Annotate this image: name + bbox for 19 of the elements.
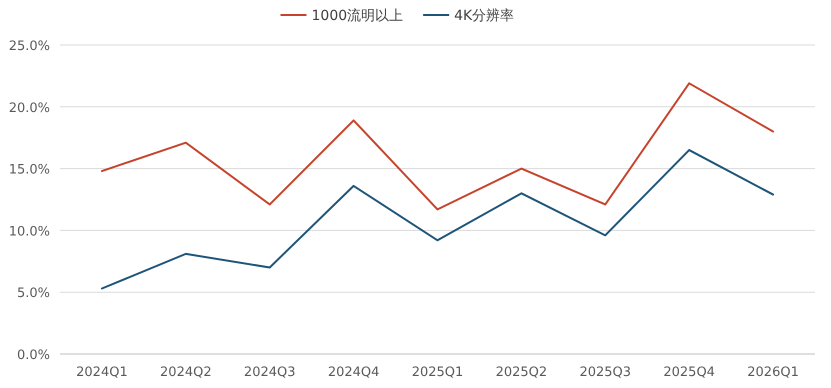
- x-tick-label: 2025Q2: [496, 365, 548, 380]
- y-tick-label: 0.0%: [16, 348, 50, 363]
- x-tick-label: 2024Q2: [160, 365, 212, 380]
- legend-label: 4K分辨率: [454, 8, 514, 24]
- y-tick-label: 10.0%: [8, 224, 50, 240]
- x-tick-label: 2025Q3: [579, 365, 632, 380]
- x-tick-label: 2024Q4: [328, 365, 380, 380]
- x-tick-label: 2024Q3: [244, 365, 296, 380]
- x-tick-label: 2025Q4: [663, 365, 715, 380]
- x-tick-label: 2025Q1: [412, 365, 464, 380]
- x-tick-label: 2026Q1: [747, 365, 799, 380]
- y-tick-label: 15.0%: [8, 162, 50, 178]
- y-tick-label: 25.0%: [8, 39, 50, 54]
- line-series: [100, 149, 774, 290]
- legend-label: 1000流明以上: [312, 8, 404, 24]
- y-tick-label: 5.0%: [16, 286, 50, 302]
- y-tick-label: 20.0%: [8, 100, 50, 116]
- line-series: [100, 82, 774, 210]
- x-tick-label: 2024Q1: [76, 365, 128, 380]
